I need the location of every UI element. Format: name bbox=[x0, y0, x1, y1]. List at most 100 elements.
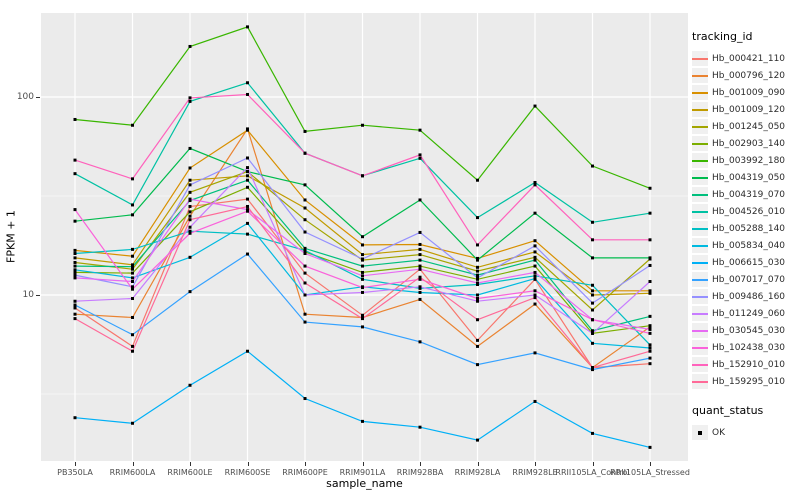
data-point bbox=[591, 301, 594, 305]
data-point bbox=[648, 346, 652, 350]
data-point bbox=[303, 246, 307, 250]
data-point bbox=[533, 264, 537, 268]
x-tick-label: RRIM600LE bbox=[167, 468, 213, 477]
quant-key-point-icon bbox=[698, 430, 702, 435]
data-point bbox=[476, 299, 479, 303]
data-point bbox=[533, 399, 537, 403]
legend-key bbox=[692, 374, 708, 389]
data-point bbox=[361, 313, 364, 317]
data-point bbox=[476, 256, 479, 260]
legend-key-line-icon bbox=[692, 227, 708, 230]
data-point bbox=[246, 81, 249, 85]
data-point bbox=[131, 279, 134, 283]
data-point bbox=[418, 242, 422, 246]
data-point bbox=[648, 238, 652, 242]
data-point bbox=[246, 252, 249, 256]
data-point bbox=[246, 174, 249, 178]
data-point bbox=[476, 282, 479, 286]
legend-key bbox=[692, 272, 708, 287]
data-point bbox=[73, 219, 77, 223]
legend-item: Hb_000421_110 bbox=[692, 50, 798, 67]
data-point bbox=[591, 431, 594, 435]
legend-item: Hb_159295_010 bbox=[692, 373, 798, 390]
data-point bbox=[476, 243, 479, 247]
data-point bbox=[188, 146, 192, 150]
x-tick-label: RRIM928LE bbox=[512, 468, 558, 477]
data-point bbox=[131, 177, 134, 181]
data-point bbox=[303, 271, 307, 275]
legend-panel: tracking_id Hb_000421_110 Hb_000796_120 Hb… bbox=[692, 30, 798, 441]
data-point bbox=[73, 256, 77, 260]
legend-item-label: Hb_102438_030 bbox=[712, 342, 786, 353]
data-point bbox=[188, 255, 192, 259]
data-point bbox=[648, 289, 652, 293]
data-point bbox=[361, 174, 364, 178]
data-point bbox=[131, 421, 134, 425]
legend-item-label: Hb_000421_110 bbox=[712, 53, 786, 64]
data-point bbox=[303, 312, 307, 316]
data-point bbox=[648, 256, 652, 260]
data-point bbox=[361, 290, 364, 294]
data-point bbox=[648, 279, 652, 283]
data-point bbox=[591, 256, 594, 260]
data-point bbox=[131, 263, 134, 267]
data-point bbox=[591, 308, 594, 312]
data-point bbox=[418, 230, 422, 234]
x-tick-mark bbox=[132, 462, 134, 466]
data-point bbox=[361, 270, 364, 274]
data-point bbox=[418, 198, 422, 202]
data-point bbox=[131, 265, 134, 269]
data-point bbox=[246, 156, 249, 160]
x-tick-label: RRIM928BA bbox=[396, 468, 444, 477]
data-point bbox=[418, 247, 422, 251]
data-point bbox=[591, 318, 594, 322]
data-point bbox=[131, 297, 134, 301]
data-point bbox=[476, 363, 479, 367]
data-point bbox=[246, 128, 249, 132]
data-point bbox=[591, 368, 594, 372]
data-point bbox=[361, 253, 364, 257]
data-point bbox=[648, 362, 652, 366]
legend-item: Hb_005834_040 bbox=[692, 237, 798, 254]
data-point bbox=[131, 333, 134, 337]
x-tick-mark bbox=[592, 462, 594, 466]
legend-key bbox=[692, 68, 708, 83]
data-point bbox=[533, 351, 537, 355]
legend-key bbox=[692, 51, 708, 66]
data-point bbox=[303, 206, 307, 210]
quant-legend-item: OK bbox=[692, 424, 798, 441]
data-point bbox=[533, 277, 537, 281]
data-point bbox=[418, 156, 422, 160]
data-point bbox=[303, 252, 307, 256]
data-point bbox=[73, 158, 77, 162]
data-point bbox=[533, 274, 537, 278]
data-point bbox=[648, 211, 652, 215]
legend-key bbox=[692, 204, 708, 219]
data-point bbox=[476, 178, 479, 182]
data-point bbox=[246, 208, 249, 212]
data-point bbox=[361, 257, 364, 261]
legend-item-label: Hb_159295_010 bbox=[712, 376, 786, 387]
legend-key-line-icon bbox=[692, 108, 708, 111]
legend-key bbox=[692, 289, 708, 304]
data-point bbox=[188, 218, 192, 222]
data-point bbox=[533, 250, 537, 254]
legend-key bbox=[692, 153, 708, 168]
data-point bbox=[418, 128, 422, 132]
legend-key bbox=[692, 187, 708, 202]
legend-key bbox=[692, 340, 708, 355]
x-tick-mark bbox=[477, 462, 479, 466]
data-point bbox=[533, 270, 537, 274]
data-point bbox=[188, 210, 192, 214]
data-point bbox=[533, 255, 537, 259]
data-point bbox=[533, 244, 537, 248]
legend-item-label: Hb_006615_030 bbox=[712, 257, 786, 268]
data-point bbox=[303, 397, 307, 401]
data-point bbox=[533, 302, 537, 306]
data-point bbox=[418, 297, 422, 301]
legend-key-line-icon bbox=[692, 125, 708, 128]
data-point bbox=[361, 277, 364, 281]
data-point bbox=[476, 216, 479, 220]
legend-key-line-icon bbox=[692, 261, 708, 264]
